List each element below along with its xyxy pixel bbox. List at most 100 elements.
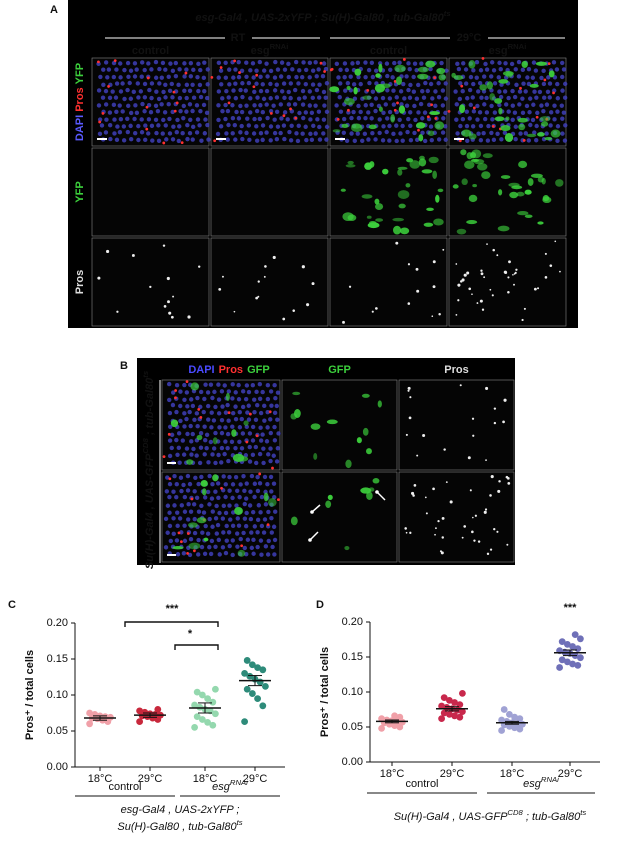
- nucleus: [176, 431, 182, 436]
- nucleus: [497, 60, 502, 66]
- yfp-cell: [418, 134, 424, 142]
- nucleus: [307, 103, 313, 108]
- nucleus: [114, 109, 119, 115]
- yfp-cell: [498, 79, 509, 84]
- nucleus: [545, 89, 551, 95]
- pros-cell: [177, 531, 181, 535]
- nucleus: [272, 438, 278, 443]
- nucleus: [343, 88, 348, 93]
- yfp-cell: [356, 437, 362, 444]
- nucleus: [202, 452, 207, 457]
- pros-spot: [404, 527, 407, 530]
- nucleus: [535, 110, 540, 116]
- nucleus: [471, 68, 476, 73]
- nucleus: [259, 523, 265, 529]
- data-point: [574, 662, 582, 669]
- nucleus: [187, 88, 193, 94]
- nucleus: [342, 61, 348, 66]
- nucleus: [398, 89, 404, 94]
- pros-cell: [402, 58, 406, 61]
- group-label-part: control: [405, 778, 438, 790]
- nucleus: [190, 137, 195, 142]
- pros-cell: [248, 412, 252, 416]
- nucleus: [385, 88, 390, 93]
- nucleus: [278, 102, 283, 107]
- pros-spot: [263, 275, 266, 278]
- nucleus: [171, 489, 176, 494]
- nucleus: [149, 81, 155, 86]
- nucleus: [216, 452, 221, 458]
- pros-cell: [145, 105, 149, 109]
- group-label: control: [405, 778, 438, 790]
- nucleus: [265, 383, 271, 388]
- pros-cell: [180, 141, 184, 145]
- nucleus: [233, 81, 238, 86]
- pros-cell: [213, 139, 217, 143]
- nucleus: [173, 73, 179, 79]
- pros-spot: [471, 293, 473, 296]
- nucleus: [128, 68, 134, 73]
- nucleus: [215, 481, 221, 486]
- nucleus: [433, 103, 438, 109]
- nucleus: [223, 425, 228, 430]
- yfp-cell: [529, 83, 539, 88]
- nucleus: [406, 87, 411, 93]
- data-point: [564, 658, 571, 666]
- x-tick-label: 18°C: [193, 773, 218, 785]
- nucleus: [188, 60, 194, 66]
- pros-spot: [432, 285, 436, 289]
- yfp-cell: [489, 93, 496, 101]
- nucleus: [223, 494, 228, 500]
- nucleus: [286, 102, 292, 107]
- pros-cell: [240, 544, 244, 548]
- nucleus: [202, 396, 207, 402]
- pros-spot: [342, 320, 345, 324]
- nucleus: [268, 417, 273, 422]
- pros-cell: [174, 389, 178, 392]
- nucleus: [210, 452, 215, 457]
- nucleus: [531, 102, 536, 107]
- nucleus: [279, 116, 284, 121]
- nucleus: [307, 75, 312, 80]
- pros-cell: [336, 117, 340, 121]
- nucleus: [412, 103, 417, 109]
- nucleus: [460, 89, 465, 94]
- nucleus: [369, 60, 375, 66]
- nucleus: [265, 74, 270, 79]
- pros-cell: [552, 91, 555, 95]
- nucleus: [260, 123, 266, 128]
- pros-cell: [366, 88, 370, 92]
- nucleus: [174, 494, 179, 500]
- data-point: [193, 713, 201, 720]
- nucleus: [128, 96, 134, 101]
- nucleus: [264, 102, 269, 107]
- nucleus: [360, 138, 365, 143]
- data-point: [446, 711, 453, 718]
- yfp-cell: [427, 130, 435, 136]
- nucleus: [221, 530, 226, 535]
- nucleus: [164, 489, 170, 494]
- nucleus: [281, 81, 287, 86]
- data-point: [212, 685, 219, 693]
- genotype-label-part: Su(H)-Gal80 , tub-Gal80: [117, 821, 237, 833]
- yfp-cell: [530, 173, 543, 178]
- nucleus: [475, 89, 481, 94]
- nucleus: [380, 95, 386, 101]
- nucleus: [179, 503, 184, 508]
- nucleus: [207, 502, 212, 507]
- nucleus: [215, 131, 221, 137]
- nucleus: [114, 81, 120, 86]
- nucleus: [257, 396, 263, 402]
- nucleus: [205, 67, 210, 72]
- nucleus: [226, 122, 231, 128]
- yfp-cell: [364, 162, 373, 170]
- nucleus: [182, 494, 188, 500]
- nucleus: [427, 102, 432, 108]
- yfp-cell: [464, 160, 475, 169]
- nucleus: [248, 110, 253, 115]
- column-label-part: GFP: [247, 364, 270, 376]
- nucleus: [369, 102, 374, 108]
- nucleus: [118, 116, 124, 122]
- pros-spot: [413, 484, 417, 487]
- yfp-cell: [477, 163, 488, 171]
